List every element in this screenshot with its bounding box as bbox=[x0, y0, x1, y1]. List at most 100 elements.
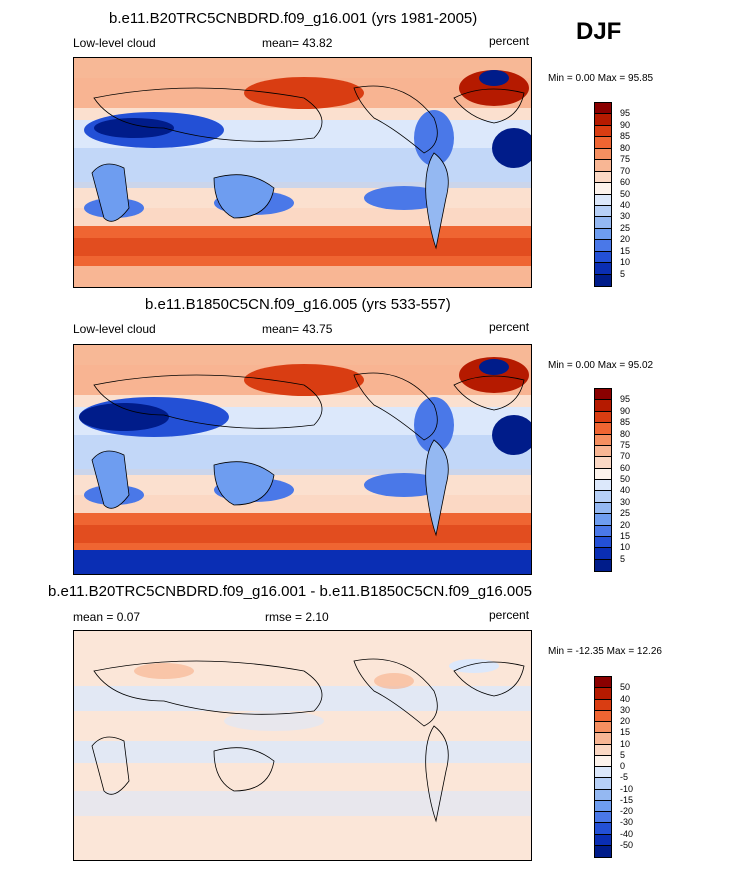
colorbar-tick-label: 90 bbox=[620, 119, 631, 130]
colorbar-swatch bbox=[595, 536, 611, 549]
panel-2-map bbox=[73, 344, 532, 575]
colorbar-tick-label: -15 bbox=[620, 794, 634, 805]
colorbar-tick-label: 95 bbox=[620, 108, 631, 119]
colorbar-tick-label: 75 bbox=[620, 154, 631, 165]
panel-1-title: b.e11.B20TRC5CNBDRD.f09_g16.001 (yrs 198… bbox=[109, 10, 478, 27]
colorbar-tick-label: 50 bbox=[620, 188, 631, 199]
colorbar-tick-label: 15 bbox=[620, 530, 631, 541]
colorbar-swatch bbox=[595, 274, 611, 286]
colorbar-tick-label: -10 bbox=[620, 783, 634, 794]
colorbar-swatch bbox=[595, 389, 611, 401]
colorbar-swatch bbox=[595, 445, 611, 458]
colorbar-swatch bbox=[595, 845, 611, 857]
colorbar-swatch bbox=[595, 812, 611, 824]
colorbar-swatch bbox=[595, 755, 611, 767]
colorbar-swatch bbox=[595, 423, 611, 435]
colorbar-swatch bbox=[595, 194, 611, 206]
colorbar-tick-label: 90 bbox=[620, 405, 631, 416]
colorbar-swatch bbox=[595, 559, 611, 571]
panel-3-map-field bbox=[74, 631, 531, 860]
panel-2-map-field bbox=[74, 345, 531, 574]
colorbar-swatch bbox=[595, 148, 611, 161]
colorbar-tick-label: 20 bbox=[620, 716, 631, 726]
colorbar-tick-label: 70 bbox=[620, 451, 631, 462]
colorbar-swatch bbox=[595, 125, 611, 138]
colorbar-tick-label: 5 bbox=[620, 268, 626, 279]
colorbar-swatch bbox=[595, 525, 611, 537]
colorbar-swatch bbox=[595, 548, 611, 560]
colorbar-tick-label: 0 bbox=[620, 761, 626, 771]
colorbar-swatch bbox=[595, 722, 611, 734]
colorbar-swatch bbox=[595, 137, 611, 149]
colorbar-tick-label: 80 bbox=[620, 428, 631, 439]
colorbar-swatch bbox=[595, 800, 611, 812]
colorbar-tick-label: 50 bbox=[620, 474, 631, 484]
colorbar-swatch bbox=[595, 699, 611, 711]
colorbar-swatch bbox=[595, 823, 611, 835]
panel-2-minmax: Min = 0.00 Max = 95.02 bbox=[548, 360, 654, 371]
colorbar-tick-label: 15 bbox=[620, 727, 631, 738]
panel-2-colorbar bbox=[594, 388, 612, 572]
panel-3-rmse: rmse = 2.10 bbox=[265, 610, 329, 624]
colorbar-swatch bbox=[595, 205, 611, 218]
colorbar-tick-label: 40 bbox=[620, 485, 631, 496]
colorbar-tick-label: 75 bbox=[620, 439, 631, 450]
colorbar-tick-label: 10 bbox=[620, 738, 631, 749]
colorbar-tick-label: 60 bbox=[620, 462, 631, 473]
colorbar-tick-label: 30 bbox=[620, 496, 631, 507]
colorbar-tick-label: 60 bbox=[620, 177, 631, 188]
colorbar-swatch bbox=[595, 778, 611, 790]
panel-1-colorbar bbox=[594, 102, 612, 287]
panel-1-map-field bbox=[74, 58, 531, 287]
colorbar-swatch bbox=[595, 677, 611, 689]
colorbar-tick-label: -40 bbox=[620, 828, 634, 839]
panel-3-map bbox=[73, 630, 532, 861]
colorbar-swatch bbox=[595, 514, 611, 526]
colorbar-swatch bbox=[595, 468, 611, 480]
colorbar-tick-label: 5 bbox=[620, 553, 626, 564]
colorbar-swatch bbox=[595, 502, 611, 515]
colorbar-swatch bbox=[595, 251, 611, 264]
panel-2-units: percent bbox=[489, 320, 530, 334]
colorbar-tick-label: 50 bbox=[620, 682, 631, 693]
colorbar-swatch bbox=[595, 733, 611, 745]
colorbar-tick-label: 30 bbox=[620, 704, 631, 715]
colorbar-swatch bbox=[595, 228, 611, 241]
panel-1-map bbox=[73, 57, 532, 288]
colorbar-swatch bbox=[595, 411, 611, 424]
colorbar-swatch bbox=[595, 183, 611, 195]
colorbar-tick-label: -5 bbox=[620, 772, 629, 783]
colorbar-swatch bbox=[595, 240, 611, 252]
colorbar-swatch bbox=[595, 263, 611, 275]
colorbar-tick-label: 85 bbox=[620, 417, 631, 428]
colorbar-tick-label: -30 bbox=[620, 817, 634, 828]
colorbar-tick-label: 10 bbox=[620, 257, 631, 268]
panel-1-mean: mean= 43.82 bbox=[262, 36, 333, 50]
colorbar-tick-label: 10 bbox=[620, 542, 631, 553]
colorbar-tick-label: 15 bbox=[620, 245, 631, 256]
colorbar-tick-label: 85 bbox=[620, 131, 631, 142]
colorbar-swatch bbox=[595, 480, 611, 492]
colorbar-swatch bbox=[595, 789, 611, 801]
panel-3-title: b.e11.B20TRC5CNBDRD.f09_g16.001 - b.e11.… bbox=[48, 583, 532, 600]
colorbar-tick-label: 20 bbox=[620, 234, 631, 245]
colorbar-swatch bbox=[595, 103, 611, 115]
panel-3-units: percent bbox=[489, 608, 530, 622]
panel-2-title: b.e11.B1850C5CN.f09_g16.005 (yrs 533-557… bbox=[145, 296, 451, 313]
colorbar-swatch bbox=[595, 114, 611, 126]
colorbar-tick-label: 70 bbox=[620, 165, 631, 176]
colorbar-tick-label: 5 bbox=[620, 749, 626, 760]
colorbar-swatch bbox=[595, 434, 611, 446]
panel-2-variable-label: Low-level cloud bbox=[73, 322, 156, 336]
colorbar-tick-label: 80 bbox=[620, 142, 631, 153]
colorbar-tick-label: 40 bbox=[620, 199, 631, 210]
colorbar-swatch bbox=[595, 457, 611, 469]
panel-2-mean: mean= 43.75 bbox=[262, 322, 333, 336]
panel-1-minmax: Min = 0.00 Max = 95.85 bbox=[548, 73, 654, 84]
panel-3-mean: mean = 0.07 bbox=[73, 610, 141, 624]
colorbar-swatch bbox=[595, 834, 611, 846]
colorbar-tick-label: 40 bbox=[620, 693, 631, 704]
colorbar-swatch bbox=[595, 491, 611, 503]
colorbar-tick-label: 25 bbox=[620, 222, 631, 233]
panel-3-minmax: Min = -12.35 Max = 12.26 bbox=[548, 646, 662, 657]
